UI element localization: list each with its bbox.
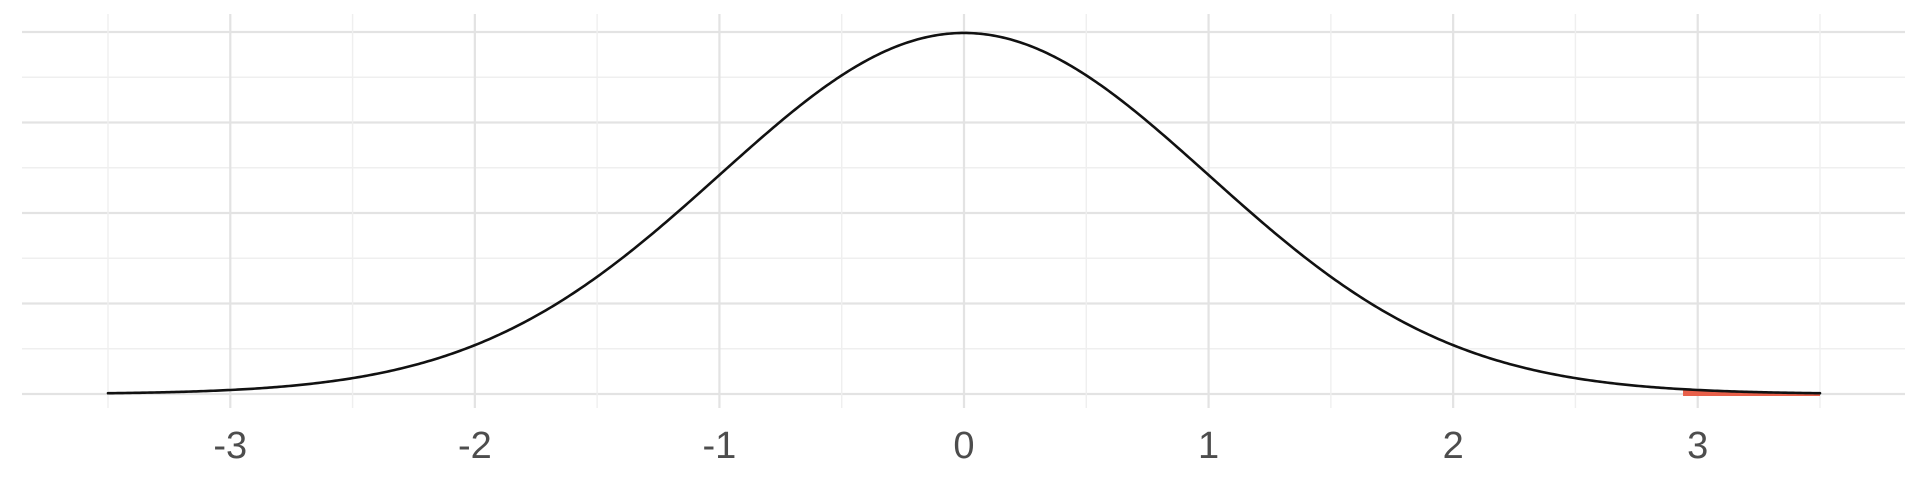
x-axis-tick-labels: -3 -2 -1 0 1 2 3	[213, 425, 1708, 467]
x-tick-label: 1	[1198, 425, 1219, 467]
density-curve	[106, 31, 1822, 395]
x-tick-label: 0	[953, 425, 974, 467]
x-tick-label: -3	[213, 425, 247, 467]
grid	[22, 14, 1905, 408]
x-tick-label: 3	[1687, 425, 1708, 467]
x-tick-label: 2	[1443, 425, 1464, 467]
density-curve-group	[106, 31, 1822, 395]
x-tick-label: -2	[458, 425, 492, 467]
x-tick-label: -1	[703, 425, 737, 467]
